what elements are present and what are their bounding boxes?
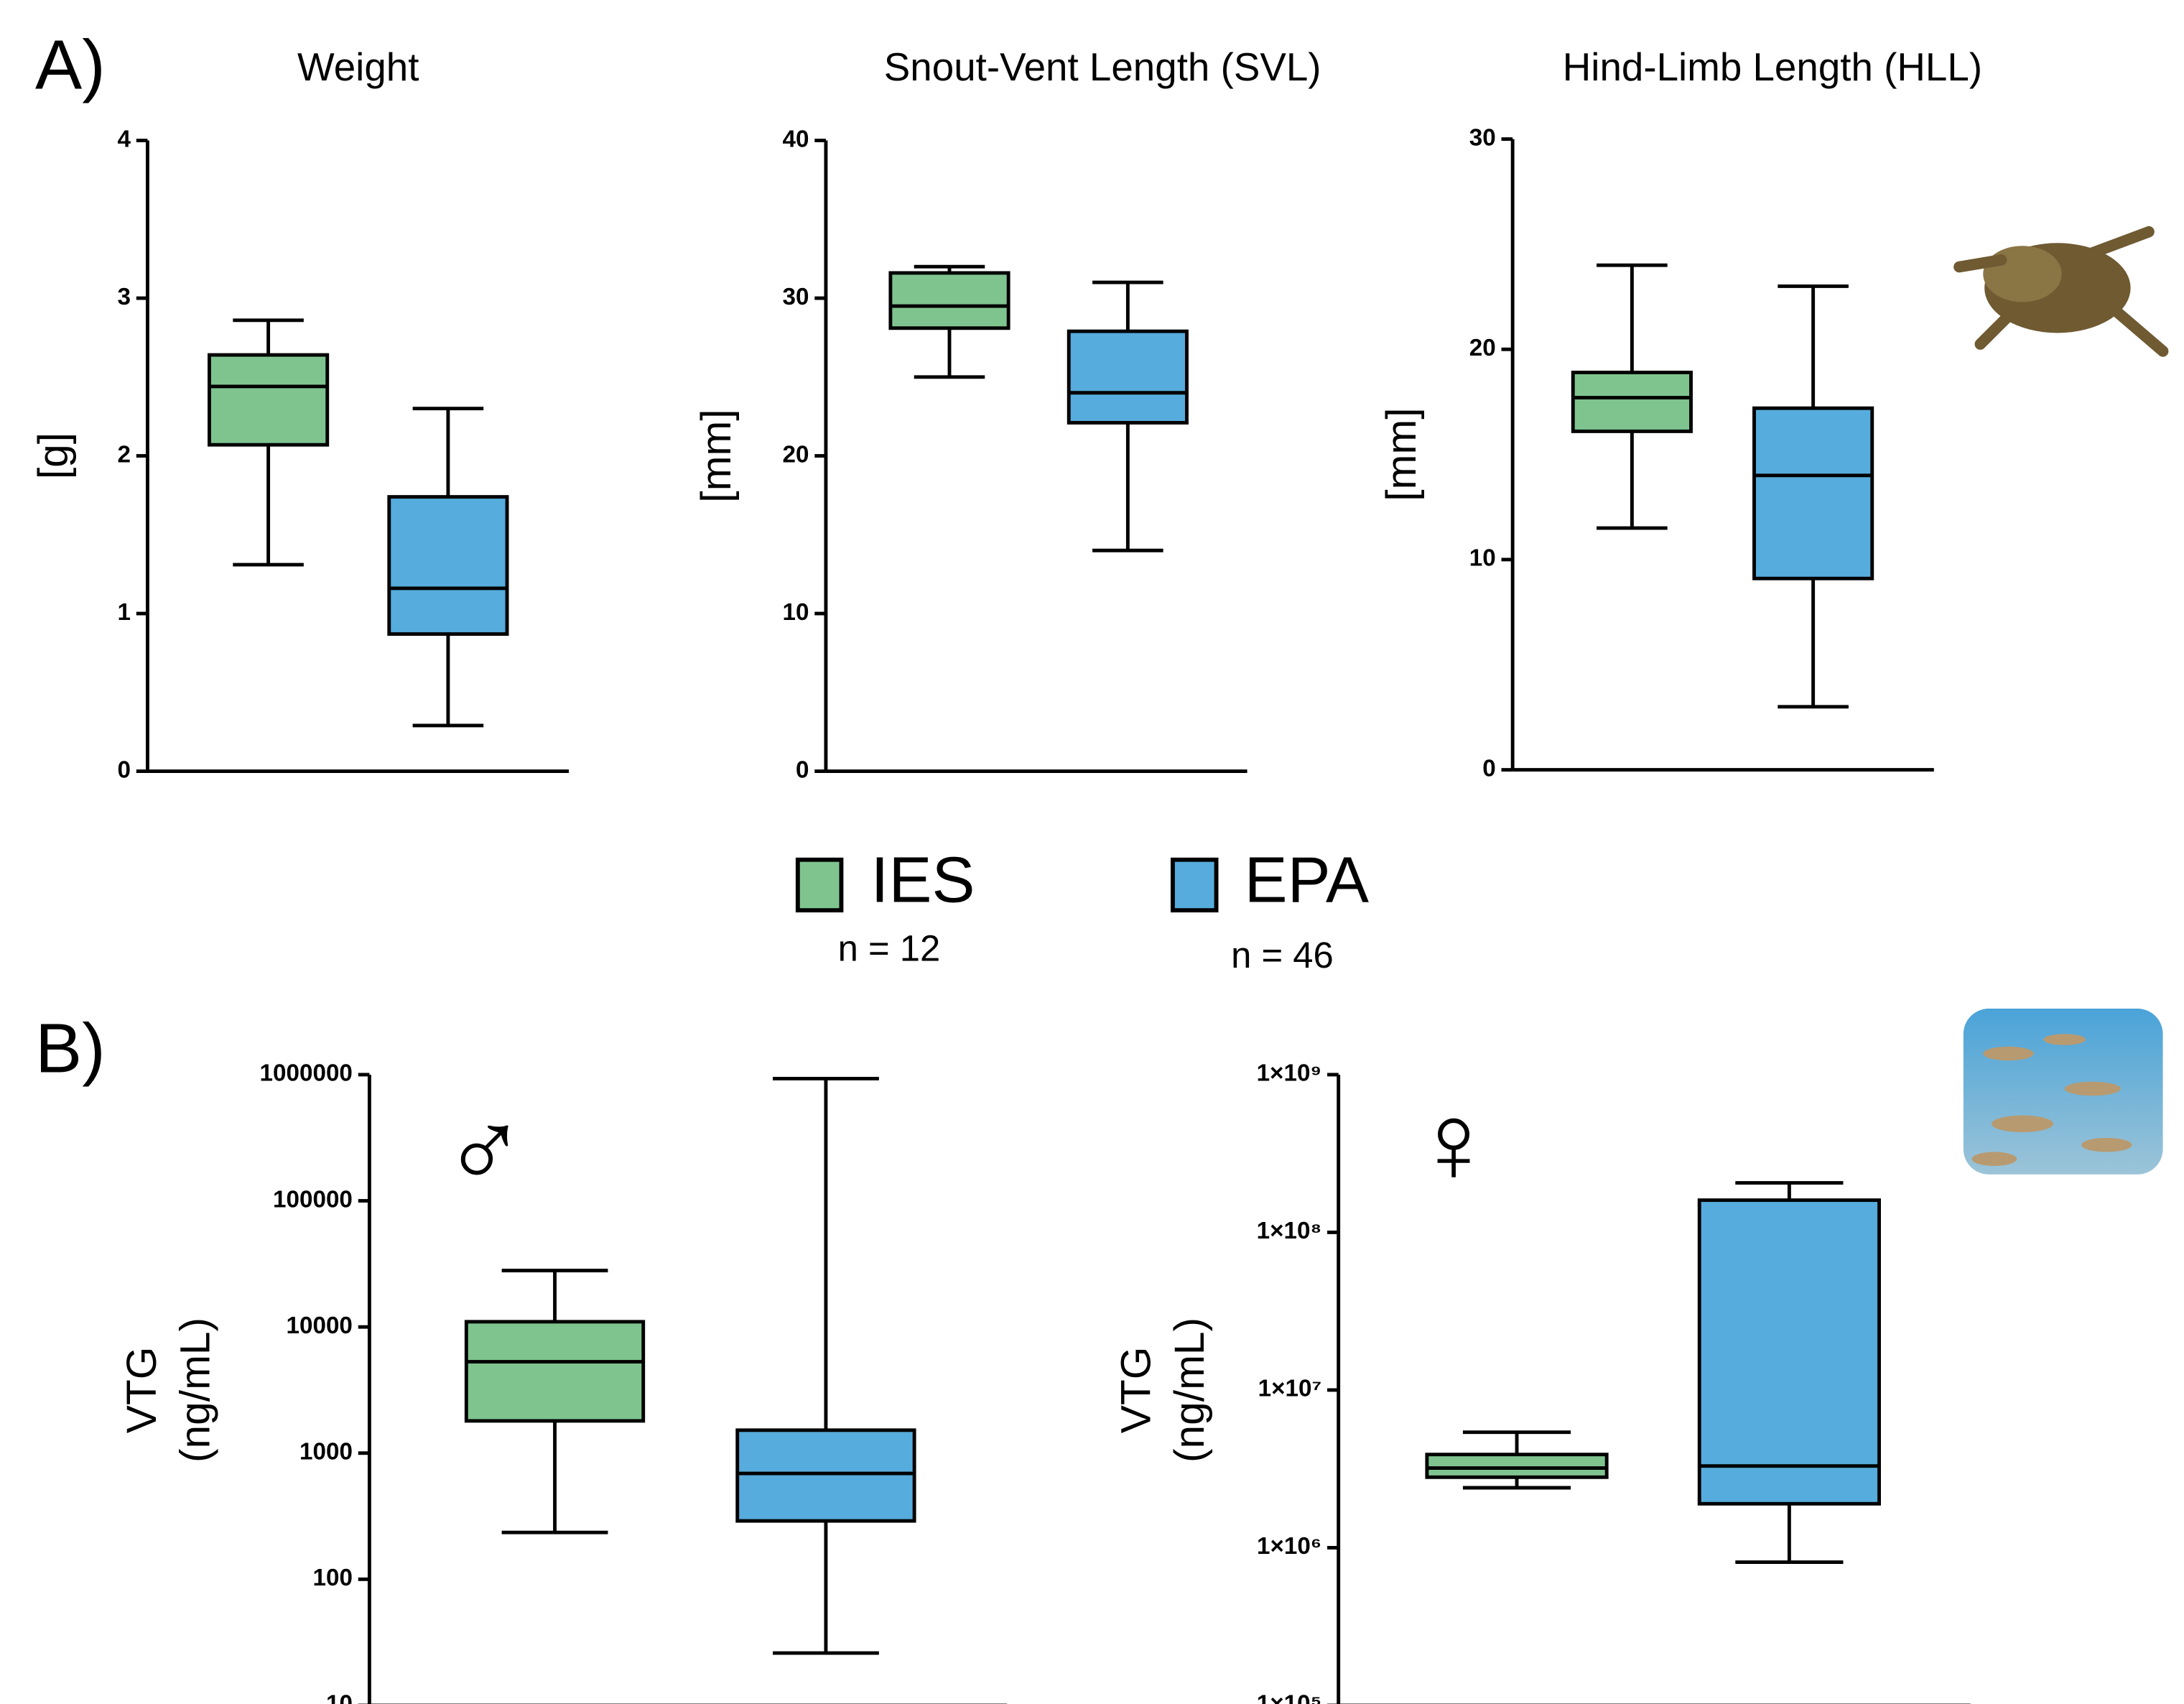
box xyxy=(1697,1198,1881,1506)
y-tick-label: 20 xyxy=(783,441,809,468)
frog-photo xyxy=(1953,226,2169,357)
y-axis-label: (ng/mL) xyxy=(172,1318,218,1463)
legend-note: n = 12 xyxy=(838,927,941,968)
chart-title: Hind-Limb Length (HLL) xyxy=(1563,45,1982,89)
y-tick-label: 2 xyxy=(117,441,130,468)
y-tick-label: 1×10⁸ xyxy=(1257,1218,1322,1244)
y-tick-label: 10 xyxy=(326,1691,353,1704)
panel-label: B) xyxy=(35,1008,106,1087)
y-tick-label: 100000 xyxy=(273,1186,353,1213)
y-tick-label: 20 xyxy=(1469,335,1496,361)
y-tick-label: 40 xyxy=(783,126,809,152)
y-tick-label: 1×10⁵ xyxy=(1257,1691,1321,1704)
box xyxy=(888,271,1010,330)
box xyxy=(464,1320,646,1423)
y-tick-label: 10 xyxy=(1469,545,1496,572)
y-tick-label: 10000 xyxy=(287,1312,353,1339)
male-symbol: ♂ xyxy=(442,1088,526,1213)
box xyxy=(387,495,509,636)
box xyxy=(1425,1453,1609,1479)
y-axis-label: VTG xyxy=(1113,1347,1160,1434)
chart-title: Weight xyxy=(297,45,419,89)
y-axis-label: VTG xyxy=(119,1347,165,1434)
y-tick-label: 1000000 xyxy=(260,1060,353,1087)
y-tick-label: 1×10⁹ xyxy=(1257,1060,1322,1087)
box xyxy=(1067,329,1189,425)
female-symbol: ♀ xyxy=(1411,1080,1495,1206)
box xyxy=(1571,371,1693,433)
y-axis-label: [mm] xyxy=(1378,407,1425,501)
legend-swatch xyxy=(1171,857,1219,913)
y-axis-label: [mm] xyxy=(693,409,740,502)
y-tick-label: 30 xyxy=(783,284,809,310)
legend-swatch xyxy=(795,857,844,913)
y-tick-label: 10 xyxy=(783,599,809,626)
chart-title: Snout-Vent Length (SVL) xyxy=(884,45,1321,89)
y-tick-label: 30 xyxy=(1469,124,1496,151)
panel-label: A) xyxy=(35,25,106,104)
box xyxy=(208,353,330,447)
fish-photo xyxy=(1963,1009,2163,1175)
y-tick-label: 100 xyxy=(312,1565,352,1591)
y-tick-label: 3 xyxy=(117,284,130,310)
box xyxy=(1752,406,1874,580)
y-tick-label: 0 xyxy=(796,756,809,783)
y-tick-label: 0 xyxy=(1482,755,1495,782)
y-tick-label: 1000 xyxy=(299,1439,353,1465)
box xyxy=(735,1428,916,1523)
y-tick-label: 0 xyxy=(117,756,130,783)
y-axis-label: (ng/mL) xyxy=(1166,1318,1213,1463)
y-tick-label: 4 xyxy=(117,126,131,152)
y-axis-label: [g] xyxy=(30,432,77,479)
legend-label: IES xyxy=(871,845,975,917)
legend-label: EPA xyxy=(1245,845,1369,917)
legend-note: n = 46 xyxy=(1231,935,1334,976)
y-tick-label: 1×10⁶ xyxy=(1257,1533,1321,1560)
y-tick-label: 1 xyxy=(117,599,130,626)
y-tick-label: 1×10⁷ xyxy=(1258,1376,1322,1402)
